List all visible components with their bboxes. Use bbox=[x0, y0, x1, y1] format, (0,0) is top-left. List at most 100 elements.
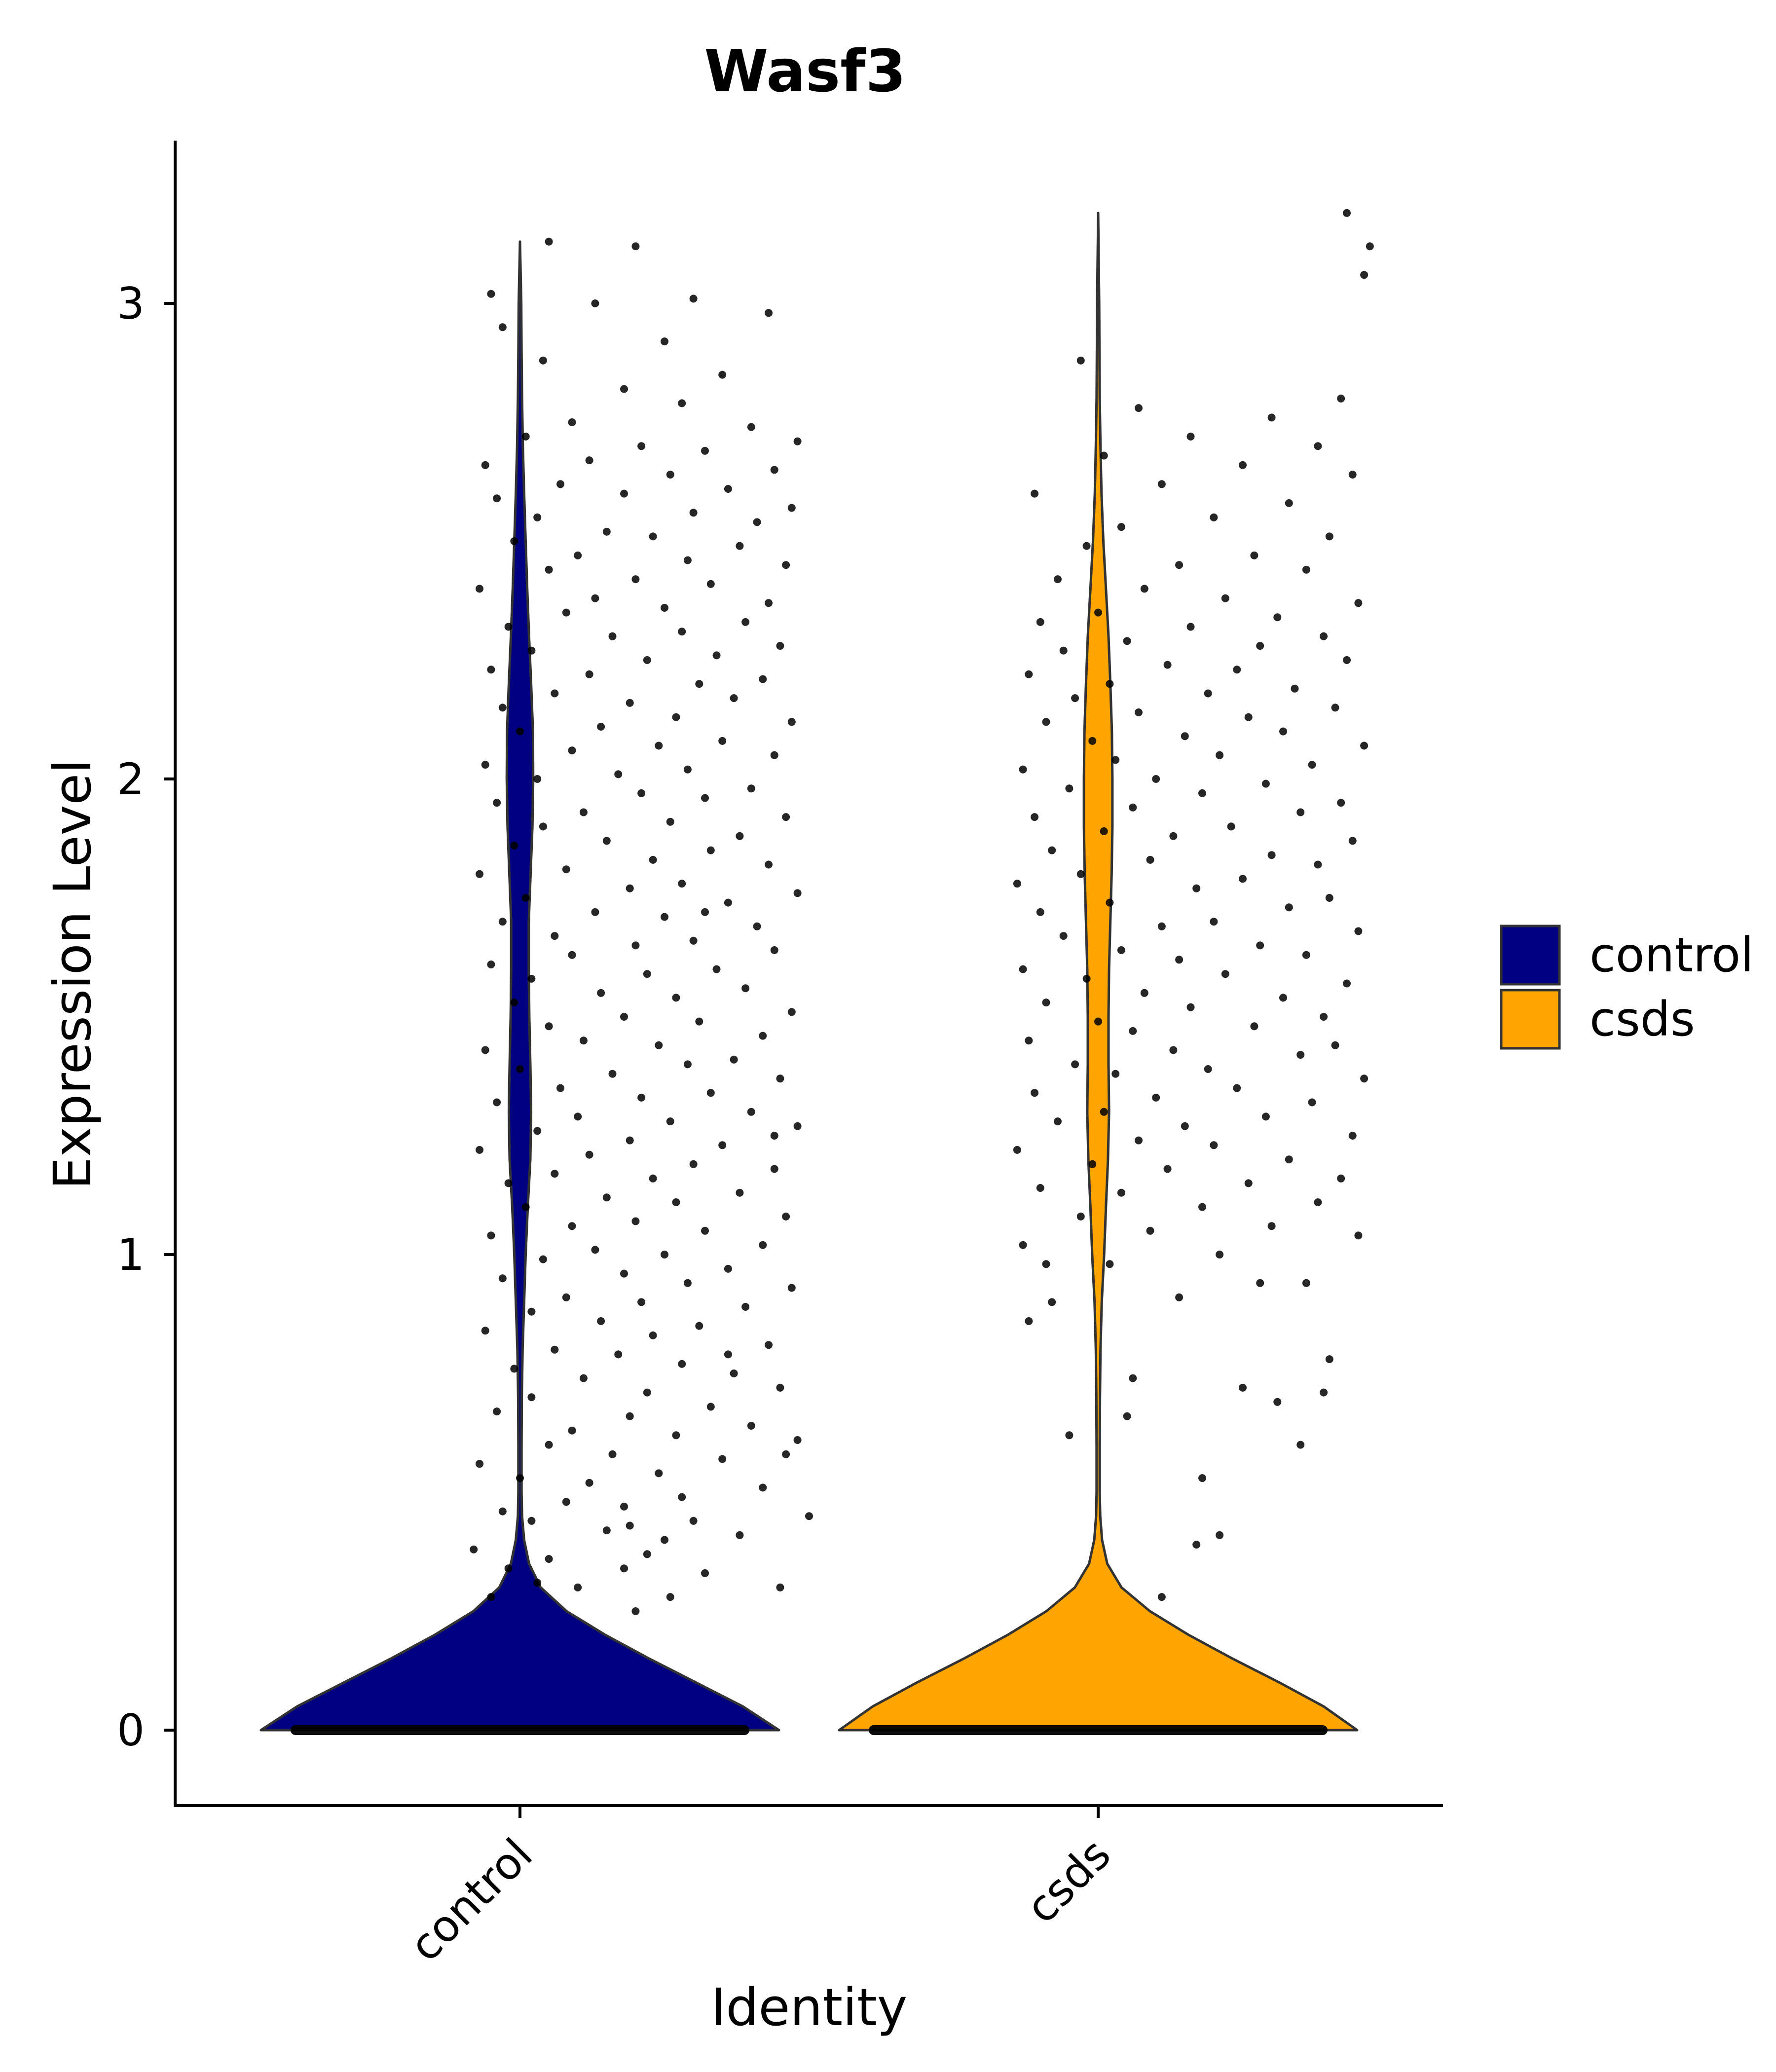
data-point-csds bbox=[1111, 1070, 1120, 1078]
data-point-csds bbox=[1065, 784, 1073, 793]
data-point-control bbox=[701, 1569, 709, 1577]
data-point-csds bbox=[1100, 827, 1108, 835]
data-point-control bbox=[568, 1426, 576, 1435]
data-point-csds bbox=[1320, 1013, 1328, 1021]
data-point-csds bbox=[1308, 761, 1316, 769]
data-point-control bbox=[637, 442, 646, 450]
data-point-control bbox=[724, 898, 732, 907]
data-point-control bbox=[695, 1322, 703, 1330]
data-point-control bbox=[643, 1550, 651, 1558]
data-point-control bbox=[661, 337, 668, 346]
data-point-csds bbox=[1129, 1027, 1137, 1035]
data-point-control bbox=[706, 1403, 715, 1411]
data-point-csds bbox=[1111, 756, 1120, 764]
data-point-csds bbox=[1331, 1041, 1339, 1049]
data-point-csds bbox=[1157, 480, 1166, 488]
zero-points-csds bbox=[869, 1725, 1328, 1735]
data-point-control bbox=[562, 865, 570, 874]
data-point-control bbox=[765, 309, 773, 317]
data-point-csds bbox=[1163, 661, 1172, 669]
data-point-control bbox=[793, 1122, 802, 1130]
data-point-csds bbox=[1175, 561, 1184, 569]
data-point-control bbox=[759, 1032, 767, 1040]
data-point-control bbox=[672, 1198, 680, 1206]
data-point-control bbox=[747, 1108, 755, 1116]
data-point-control bbox=[556, 1084, 564, 1092]
data-point-csds bbox=[1013, 1146, 1021, 1154]
data-point-csds bbox=[1198, 1474, 1206, 1482]
data-point-control bbox=[620, 489, 628, 498]
data-point-csds bbox=[1267, 1222, 1276, 1230]
data-point-control bbox=[689, 509, 698, 517]
data-point-control bbox=[649, 532, 657, 541]
violin-control bbox=[259, 240, 780, 1732]
data-point-control bbox=[521, 432, 530, 441]
data-point-csds bbox=[1100, 1108, 1108, 1116]
data-point-control bbox=[562, 1498, 570, 1506]
data-point-control bbox=[661, 604, 668, 612]
data-point-control bbox=[793, 437, 802, 445]
legend-swatch-csds bbox=[1500, 989, 1561, 1050]
data-point-control bbox=[545, 237, 553, 246]
data-point-csds bbox=[1285, 903, 1293, 912]
data-point-csds bbox=[1186, 1003, 1195, 1011]
data-point-csds bbox=[1019, 1241, 1027, 1249]
data-point-csds bbox=[1239, 875, 1247, 883]
data-point-csds bbox=[1343, 656, 1351, 664]
data-point-control bbox=[730, 694, 738, 703]
data-point-csds bbox=[1261, 1112, 1270, 1121]
data-point-control bbox=[649, 855, 657, 864]
data-point-control bbox=[574, 551, 582, 559]
data-point-csds bbox=[1360, 271, 1369, 279]
data-point-csds bbox=[1082, 974, 1091, 983]
data-point-control bbox=[510, 842, 518, 850]
data-point-control bbox=[631, 1217, 640, 1225]
data-point-control bbox=[701, 908, 709, 916]
data-point-csds bbox=[1169, 832, 1178, 840]
data-point-control bbox=[585, 1479, 593, 1487]
legend-label-control: control bbox=[1590, 927, 1754, 983]
data-point-csds bbox=[1325, 1355, 1333, 1364]
data-point-control bbox=[626, 1412, 634, 1420]
data-point-control bbox=[498, 703, 507, 712]
y-tick-label: 1 bbox=[117, 1229, 145, 1280]
zero-points-control bbox=[291, 1725, 749, 1735]
data-point-control bbox=[493, 1098, 501, 1107]
data-point-csds bbox=[1273, 613, 1282, 622]
data-point-csds bbox=[1296, 1051, 1305, 1059]
data-point-csds bbox=[1366, 242, 1374, 251]
data-point-control bbox=[672, 1431, 680, 1440]
data-point-control bbox=[476, 1460, 483, 1468]
data-point-control bbox=[481, 1046, 489, 1054]
data-point-control bbox=[787, 1008, 796, 1016]
data-point-csds bbox=[1054, 575, 1062, 584]
data-point-control bbox=[736, 832, 744, 840]
data-point-control bbox=[527, 974, 536, 983]
data-point-control bbox=[493, 494, 501, 503]
data-point-control bbox=[597, 723, 605, 731]
data-point-control bbox=[620, 1269, 628, 1278]
data-point-control bbox=[678, 399, 686, 407]
data-point-control bbox=[591, 594, 599, 602]
data-point-csds bbox=[1031, 813, 1039, 821]
data-point-control bbox=[736, 1188, 744, 1197]
data-point-csds bbox=[1059, 932, 1068, 940]
data-point-csds bbox=[1302, 951, 1310, 959]
data-point-control bbox=[551, 1345, 559, 1354]
data-point-control bbox=[782, 1212, 790, 1221]
data-point-csds bbox=[1320, 632, 1328, 640]
data-point-csds bbox=[1157, 1593, 1166, 1601]
data-point-csds bbox=[1331, 703, 1339, 712]
data-point-csds bbox=[1239, 461, 1247, 469]
data-point-control bbox=[481, 461, 489, 469]
data-point-csds bbox=[1186, 432, 1195, 441]
data-point-csds bbox=[1296, 808, 1305, 816]
data-point-csds bbox=[1337, 1174, 1345, 1183]
data-point-control bbox=[765, 1341, 773, 1349]
data-point-csds bbox=[1094, 1017, 1102, 1026]
data-point-csds bbox=[1256, 941, 1264, 950]
data-point-control bbox=[712, 651, 721, 660]
data-point-csds bbox=[1123, 1412, 1131, 1420]
data-point-control bbox=[562, 1293, 570, 1301]
data-point-csds bbox=[1100, 451, 1108, 460]
